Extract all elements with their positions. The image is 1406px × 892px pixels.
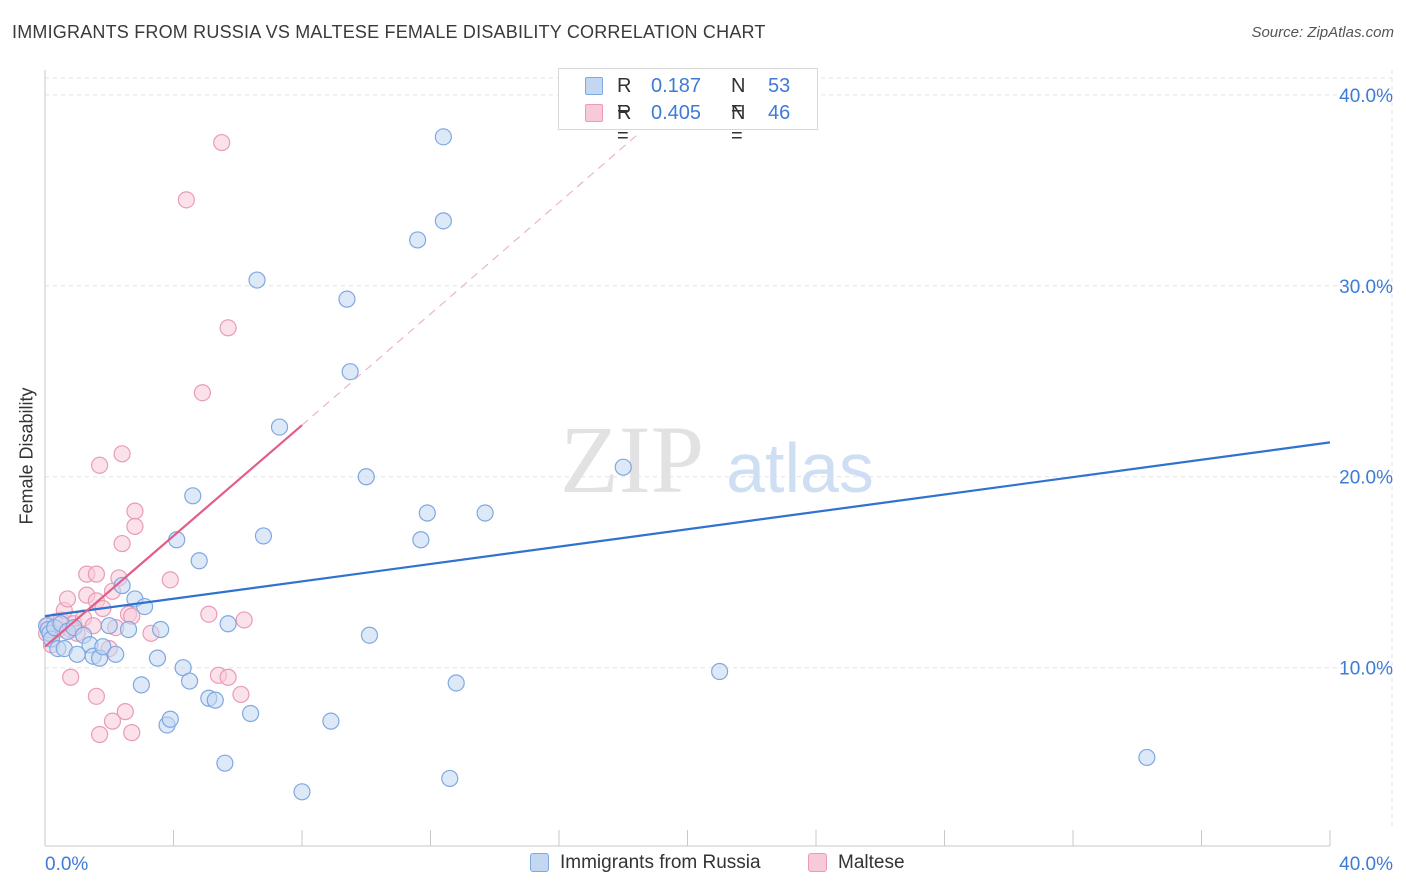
bottom-legend-swatch-maltese <box>808 853 827 872</box>
russia-point <box>322 712 340 730</box>
maltese-point <box>232 685 250 704</box>
maltese-point <box>58 590 77 608</box>
russia-point <box>219 615 237 633</box>
maltese-point <box>91 456 109 474</box>
maltese-point <box>113 445 131 463</box>
russia-point <box>447 674 465 692</box>
russia-point <box>360 626 379 644</box>
russia-point <box>1138 748 1156 767</box>
russia-point <box>409 231 427 249</box>
maltese-point <box>200 605 218 623</box>
russia-point <box>184 487 202 505</box>
legend-n-label: N = <box>731 102 746 147</box>
y-tick-label: 10.0% <box>1339 659 1393 680</box>
bottom-legend-swatch-russia <box>530 853 549 872</box>
maltese-point <box>62 668 80 686</box>
y-tick-label: 30.0% <box>1339 277 1393 298</box>
maltese-point <box>87 565 106 583</box>
maltese-point <box>87 687 106 705</box>
legend-r-value-maltese: 0.405 <box>651 102 702 124</box>
bottom-legend-label-maltese: Maltese <box>838 852 905 873</box>
russia-point <box>113 576 131 595</box>
russia-point <box>418 504 436 522</box>
bottom-legend-label-russia: Immigrants from Russia <box>560 852 761 873</box>
russia-point <box>100 617 118 635</box>
y-tick-label: 40.0% <box>1339 86 1393 107</box>
russia-point <box>434 212 452 230</box>
russia-point <box>614 458 632 476</box>
maltese-point <box>177 191 195 209</box>
legend-r-label: R = <box>617 102 632 147</box>
russia-point <box>242 704 260 723</box>
russia-point <box>161 710 179 728</box>
russia-point <box>412 531 430 549</box>
source-label: Source: ZipAtlas.com <box>1251 24 1394 41</box>
maltese-point <box>126 517 144 535</box>
maltese-point <box>235 611 253 629</box>
russia-point <box>254 527 273 545</box>
russia-point <box>132 676 150 694</box>
maltese-point <box>123 724 141 742</box>
russia-point <box>434 128 452 146</box>
russia-point <box>270 418 289 436</box>
watermark: ZIP atlas <box>560 406 874 513</box>
tick-labels: 10.0% 20.0% 30.0% 40.0% 0.0% 40.0% <box>45 86 1393 875</box>
legend-swatch-russia <box>585 77 603 95</box>
maltese-point <box>161 571 179 589</box>
legend-box: R = 0.187 N = 53 R = 0.405 N = 46 <box>558 68 818 147</box>
russia-points <box>38 128 1156 801</box>
russia-point <box>152 620 170 639</box>
axes <box>44 70 1331 847</box>
russia-point <box>248 271 266 289</box>
maltese-point <box>103 712 122 730</box>
russia-point <box>206 691 224 709</box>
maltese-trend-line <box>44 424 303 648</box>
chart-title: IMMIGRANTS FROM RUSSIA VS MALTESE FEMALE… <box>12 22 766 42</box>
y-tick-label: 20.0% <box>1339 468 1393 489</box>
x-tick-label: 40.0% <box>1339 854 1393 875</box>
maltese-point <box>213 133 231 152</box>
trend-lines <box>44 132 1331 648</box>
russia-trend-line <box>44 441 1331 618</box>
russia-point <box>711 662 729 681</box>
legend-r-value-russia: 0.187 <box>651 75 702 97</box>
maltese-point <box>91 725 109 744</box>
legend-swatch-maltese <box>585 104 603 122</box>
maltese-point <box>116 703 134 721</box>
russia-point <box>180 672 199 690</box>
maltese-point <box>193 384 212 402</box>
watermark-atlas: atlas <box>726 429 874 507</box>
russia-point <box>190 552 208 570</box>
legend-n-value-russia: 53 <box>768 75 791 97</box>
russia-point <box>119 620 138 639</box>
russia-point <box>476 504 494 522</box>
russia-point <box>107 645 125 663</box>
russia-point <box>216 754 234 772</box>
maltese-point <box>219 668 237 686</box>
russia-point <box>293 783 311 801</box>
russia-point <box>148 649 167 667</box>
russia-point <box>441 769 459 788</box>
legend-n-value-maltese: 46 <box>768 102 791 124</box>
watermark-zip: ZIP <box>560 406 704 513</box>
legend-n-label: N = <box>731 75 746 120</box>
russia-point <box>338 290 356 308</box>
russia-point <box>341 363 359 381</box>
legend-r-label: R = <box>617 75 632 120</box>
russia-point <box>94 638 112 656</box>
maltese-trend-extension <box>301 132 640 426</box>
maltese-point <box>126 502 144 520</box>
maltese-point <box>219 319 237 337</box>
maltese-point <box>113 534 131 553</box>
russia-point <box>357 468 375 486</box>
x-tick-label: 0.0% <box>45 854 88 875</box>
